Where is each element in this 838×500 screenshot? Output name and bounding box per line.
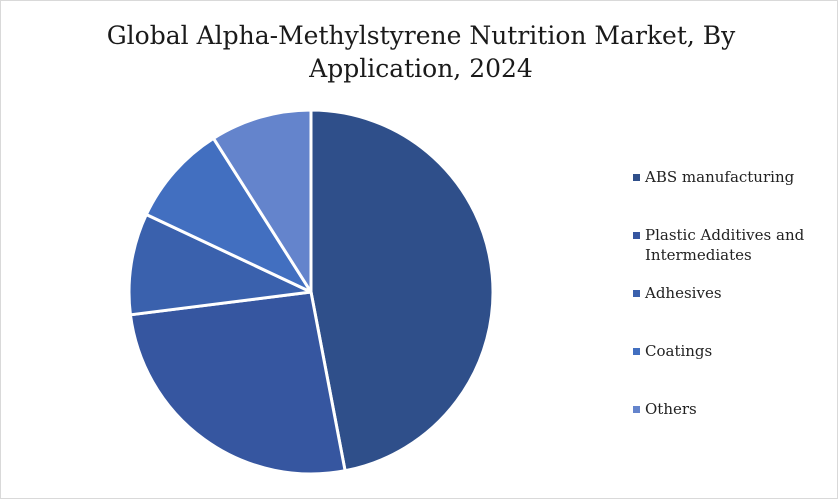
legend-item-abs-manufacturing: ABS manufacturing — [633, 167, 830, 187]
pie-slice-adhesives — [127, 213, 313, 317]
legend-label: Others — [645, 400, 697, 418]
legend-item-others: Others — [633, 399, 830, 419]
legend-swatch — [633, 406, 640, 413]
legend-label: Adhesives — [645, 284, 722, 302]
chart-title: Global Alpha-Methylstyrene Nutrition Mar… — [106, 21, 736, 83]
pie-slice-abs-manufacturing — [309, 108, 495, 473]
pie-slice-others — [211, 108, 313, 294]
legend-swatch — [633, 174, 640, 181]
pie-slice-plastic-additives-and-intermediates — [128, 290, 347, 476]
legend-label: ABS manufacturing — [645, 168, 795, 186]
legend-item-plastic-additives: Plastic Additives and Intermediates — [633, 225, 830, 265]
legend-item-coatings: Coatings — [633, 341, 830, 361]
legend-label: Coatings — [645, 342, 713, 360]
legend-item-adhesives: Adhesives — [633, 283, 830, 303]
legend-swatch — [633, 348, 640, 355]
pie-slice-coatings — [144, 136, 313, 294]
legend-swatch — [633, 232, 640, 239]
legend-label: Plastic Additives and Intermediates — [645, 226, 805, 264]
legend-swatch — [633, 290, 640, 297]
